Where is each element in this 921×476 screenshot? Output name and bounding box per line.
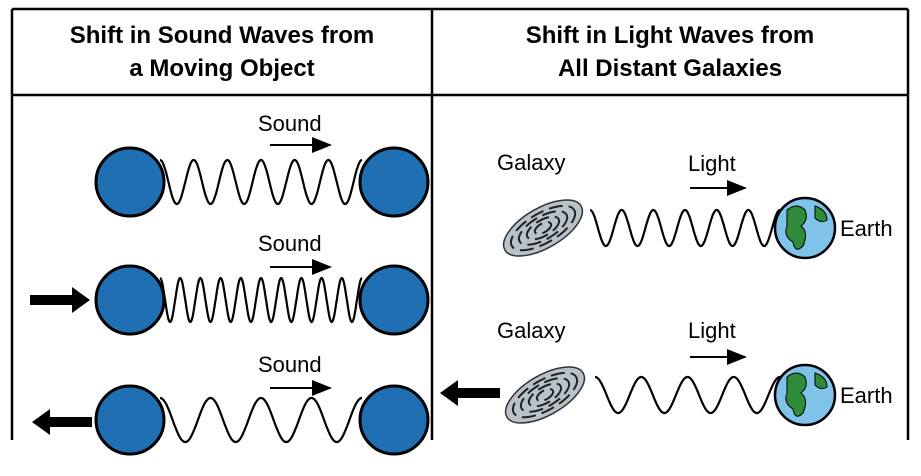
sound-label: Sound: [258, 352, 322, 377]
galaxy-label: Galaxy: [497, 318, 565, 343]
wave: [159, 158, 363, 206]
continent: [785, 372, 807, 417]
continent: [814, 372, 828, 390]
motion-arrow: [30, 287, 90, 313]
continent: [785, 205, 807, 250]
earth: [773, 363, 837, 427]
sound-label: Sound: [258, 111, 322, 136]
light-label: Light: [688, 318, 736, 343]
sound-label: Sound: [258, 231, 322, 256]
header-line: a Moving Object: [129, 55, 314, 82]
earth: [773, 196, 837, 260]
galaxy-arm: [525, 215, 561, 241]
galaxy-arm: [517, 210, 569, 246]
galaxy: [502, 199, 584, 257]
galaxy-arm: [509, 204, 577, 252]
wave: [159, 276, 363, 324]
object: [94, 264, 166, 336]
motion-arrow: [32, 409, 92, 435]
object: [94, 146, 166, 218]
wave: [160, 396, 362, 444]
light-label: Light: [688, 151, 736, 176]
galaxy-arm: [527, 382, 563, 408]
header-line: All Distant Galaxies: [558, 55, 782, 82]
galaxy-arm: [519, 377, 571, 413]
galaxy-arm: [535, 388, 555, 402]
frame: [10, 7, 910, 440]
header-line: Shift in Light Waves from: [526, 22, 814, 49]
earth-label: Earth: [840, 383, 893, 408]
galaxy-arm: [533, 221, 553, 235]
wave: [589, 208, 781, 248]
wave: [595, 375, 780, 415]
galaxy: [504, 366, 586, 424]
galaxy-arm: [511, 371, 579, 419]
object: [358, 264, 430, 336]
object: [358, 384, 430, 456]
continent: [814, 205, 828, 223]
object: [358, 146, 430, 218]
earth-label: Earth: [840, 216, 893, 241]
galaxy-label: Galaxy: [497, 150, 565, 175]
object: [94, 384, 166, 456]
header-line: Shift in Sound Waves from: [70, 22, 374, 49]
motion-arrow: [440, 380, 500, 406]
